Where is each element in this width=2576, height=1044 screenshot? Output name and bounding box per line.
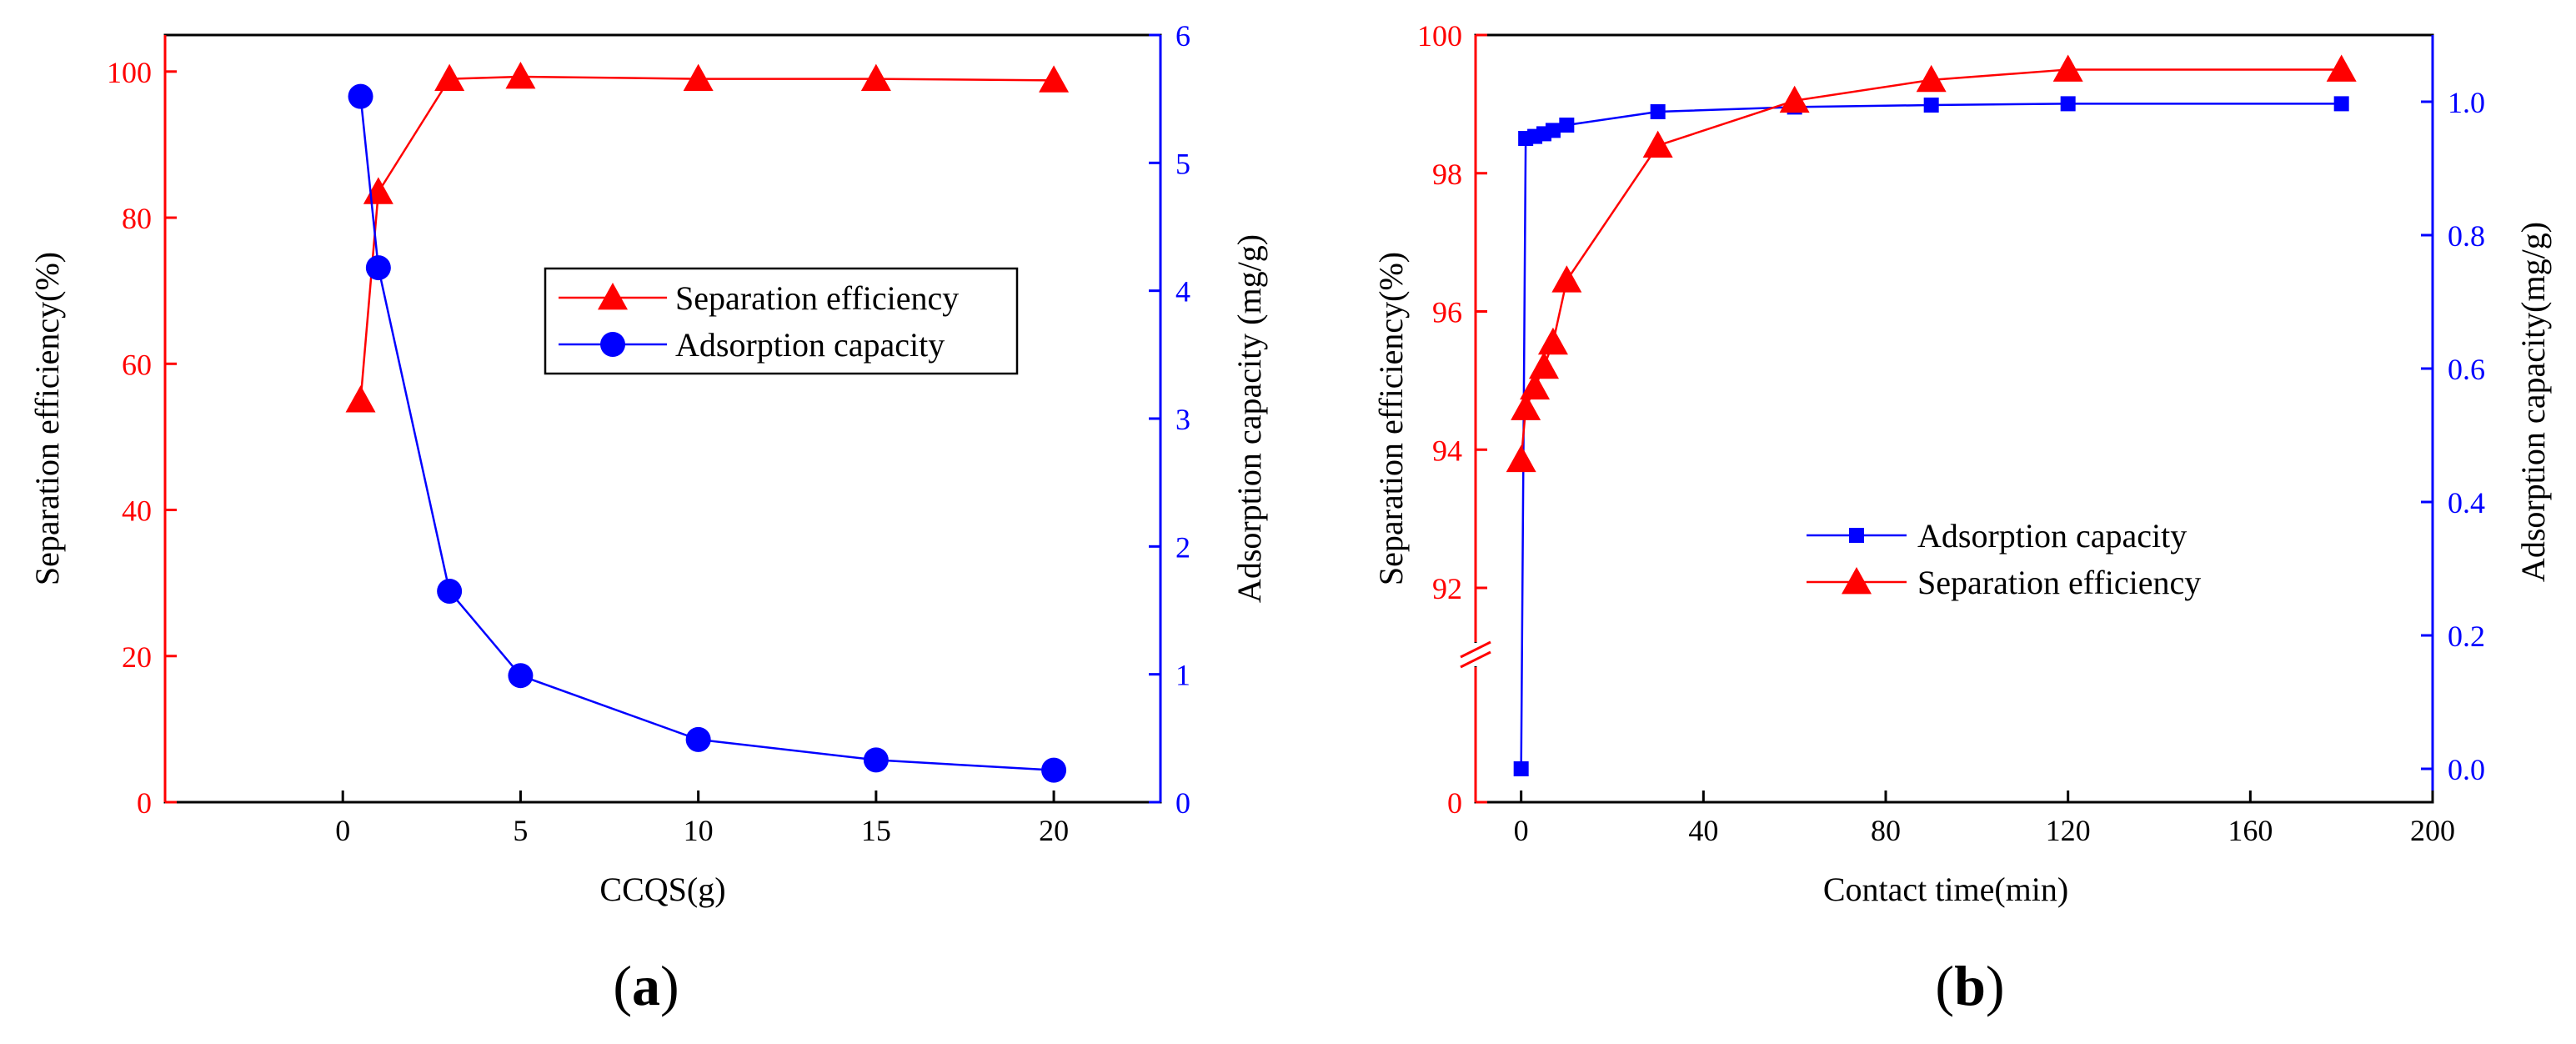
plot-frame <box>163 33 1162 804</box>
data-point <box>1520 372 1551 400</box>
data-point <box>1545 123 1561 138</box>
x-tick-label: 10 <box>684 814 714 847</box>
data-point <box>1511 393 1541 420</box>
chart-panel-a: 0 5 10 15 20 0 20 40 60 80 100 0 1 2 3 4 5 6 CCQS(g) Separa… <box>28 19 1268 1017</box>
legend-label: Separation efficiency <box>1917 564 2201 601</box>
data-point <box>1551 265 1582 293</box>
chart-panel-b: 0 40 80 120 160 200 0 92 94 96 98 100 0.0 0.2 0.4 0.6 0.… <box>1372 19 2552 1017</box>
x-tick-label: 80 <box>1871 814 1901 847</box>
series-line-adsorption-capacity <box>359 96 1055 771</box>
data-point <box>2060 96 2076 112</box>
x-axis-label: CCQS(g) <box>599 871 725 908</box>
data-point <box>1779 85 1810 113</box>
legend-marker <box>1849 528 1864 543</box>
right-y-axis-label: Adsorption capacity(mg/g) <box>2514 222 2552 582</box>
data-point <box>348 83 373 109</box>
left-y-axis-label: Separation efficiency(%) <box>1372 252 1410 585</box>
x-tick-label: 5 <box>513 814 528 847</box>
right-y-tick-label: 4 <box>1175 275 1190 309</box>
panel-label-a: (a) <box>613 954 679 1017</box>
x-tick-label: 200 <box>2410 814 2455 847</box>
right-y-tick-label: 1.0 <box>2448 86 2485 119</box>
right-y-tick-label: 2 <box>1175 530 1190 564</box>
left-y-tick-label: 60 <box>122 348 152 381</box>
right-y-axis-label: Adsorption capacity (mg/g) <box>1230 234 1268 603</box>
right-y-tick-label: 3 <box>1175 403 1190 436</box>
series-line-separation-efficiency <box>1520 68 2342 460</box>
left-y-tick-label: 20 <box>122 640 152 674</box>
left-y-tick-label: 94 <box>1432 434 1462 467</box>
right-y-tick-label: 0.2 <box>2448 620 2485 653</box>
right-y-tick-label: 1 <box>1175 659 1190 692</box>
x-tick-label: 160 <box>2228 814 2273 847</box>
data-point <box>505 61 536 89</box>
right-y-tick-label: 0.8 <box>2448 219 2485 253</box>
data-point <box>1513 761 1529 776</box>
x-axis-label: Contact time(min) <box>1823 871 2068 908</box>
x-tick-label: 0 <box>1514 814 1529 847</box>
data-point <box>1041 757 1067 783</box>
left-y-tick-label: 100 <box>1417 19 1462 53</box>
data-point <box>1923 98 1939 113</box>
axis-break-gap <box>1473 643 1478 666</box>
legend-marker <box>600 332 625 357</box>
panel-label-b: (b) <box>1935 954 2004 1017</box>
right-y-tick-label: 6 <box>1175 19 1190 53</box>
axis-break-mark <box>1460 640 1491 659</box>
legend: Separation efficiency Adsorption capacity <box>544 267 1019 375</box>
left-y-tick-label: 100 <box>107 56 152 89</box>
data-point <box>345 385 376 413</box>
data-point <box>1642 130 1673 158</box>
data-point <box>1529 351 1559 379</box>
legend-label: Adsorption capacity <box>675 326 945 364</box>
x-tick-label: 120 <box>2046 814 2091 847</box>
data-point <box>1039 65 1070 93</box>
data-point <box>2326 54 2357 82</box>
x-tick-label: 0 <box>335 814 350 847</box>
data-point <box>1916 64 1947 93</box>
legend-label: Adsorption capacity <box>1917 517 2187 555</box>
data-point <box>2052 54 2083 82</box>
data-point <box>437 579 463 604</box>
data-point <box>434 63 465 91</box>
right-y-tick-label: 0.0 <box>2448 753 2485 786</box>
left-y-tick-label: 96 <box>1432 296 1462 329</box>
data-point <box>860 63 891 91</box>
right-y-tick-label: 0 <box>1175 786 1190 820</box>
data-point <box>683 63 714 91</box>
data-point <box>1650 104 1666 119</box>
left-y-axis-label: Separation efficiency(%) <box>28 252 66 585</box>
data-point <box>1559 118 1575 133</box>
right-y-tick-label: 0.4 <box>2448 486 2485 519</box>
data-point <box>1506 444 1536 473</box>
legend-box <box>544 267 1019 375</box>
x-tick-label: 40 <box>1688 814 1718 847</box>
legend-marker <box>1842 567 1872 595</box>
left-y-tick-label: 0 <box>137 786 152 820</box>
series-line-adsorption-capacity <box>1520 103 2342 770</box>
plot-frame <box>1474 33 2434 804</box>
legend-label: Separation efficiency <box>675 279 959 317</box>
right-y-tick-label: 0.6 <box>2448 353 2485 386</box>
data-point <box>365 255 391 281</box>
legend: Adsorption capacity Separation efficiency <box>1807 517 2201 601</box>
axis-break-mark <box>1460 650 1491 669</box>
left-y-tick-label: 40 <box>122 494 152 528</box>
data-point <box>508 663 534 689</box>
left-y-tick-label: 80 <box>122 202 152 235</box>
data-point <box>685 726 711 752</box>
data-point <box>363 177 393 204</box>
data-point <box>1537 327 1568 355</box>
x-tick-label: 20 <box>1039 814 1069 847</box>
data-point <box>2333 96 2349 112</box>
right-y-tick-label: 5 <box>1175 147 1190 180</box>
left-y-tick-label: 92 <box>1432 572 1462 605</box>
data-point <box>863 747 889 773</box>
x-tick-label: 15 <box>861 814 891 847</box>
left-y-tick-label: 98 <box>1432 158 1462 191</box>
legend-marker <box>598 283 628 310</box>
left-y-tick-label: 0 <box>1447 786 1462 820</box>
